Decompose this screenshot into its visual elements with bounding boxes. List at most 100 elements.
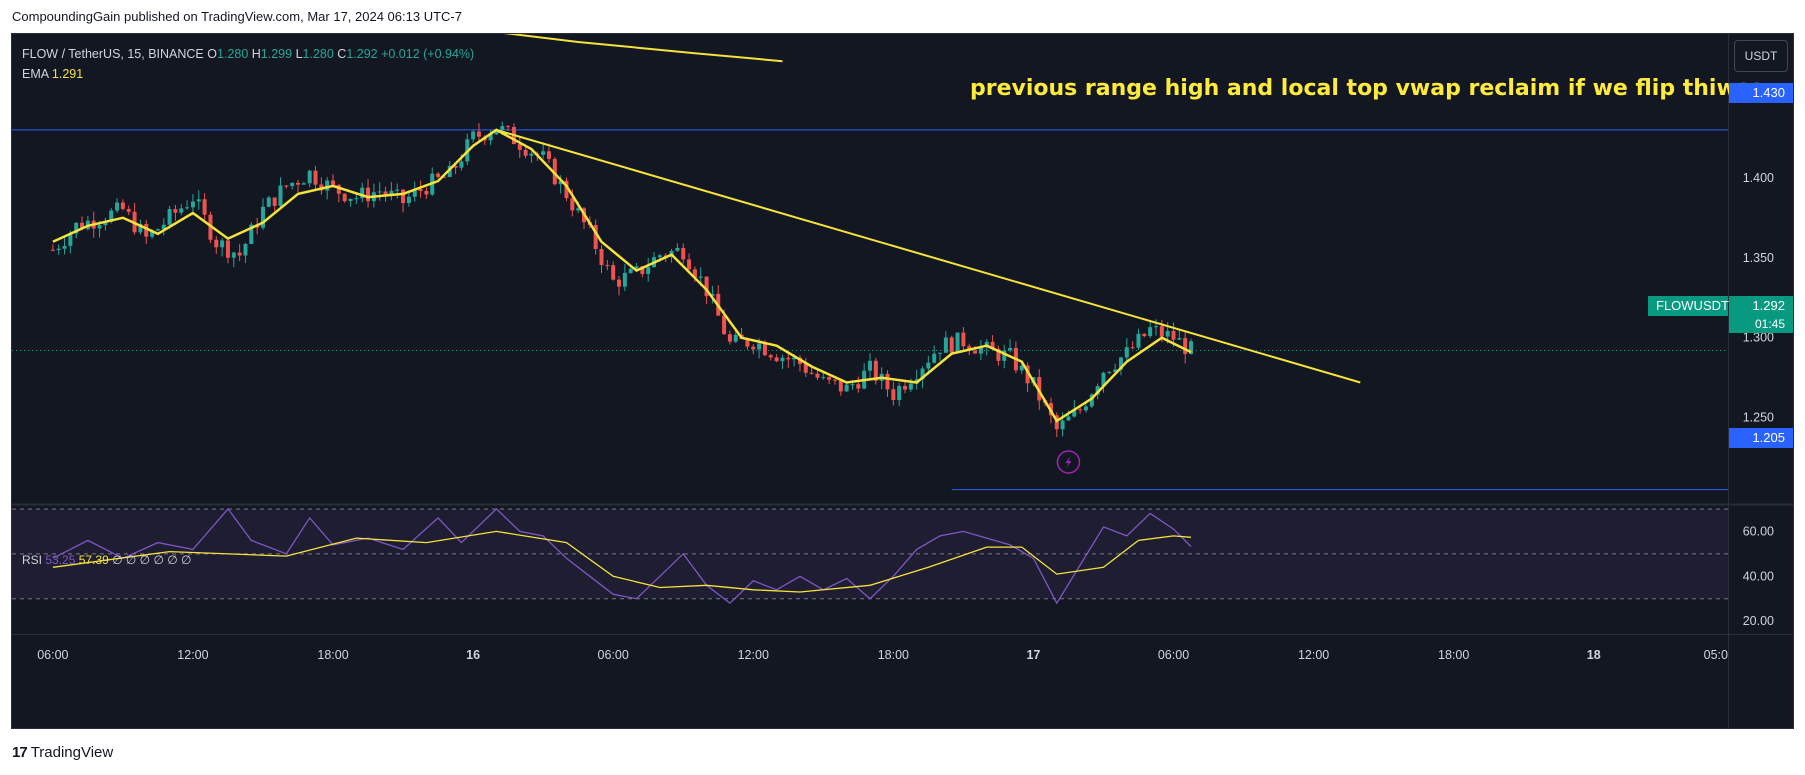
upper-drawing <box>503 34 783 63</box>
candle-body <box>757 343 762 350</box>
candle-body <box>640 266 645 274</box>
candle-body <box>366 187 371 202</box>
rsi-axis-label: 20.00 <box>1743 614 1774 628</box>
candle-body <box>103 221 108 226</box>
time-axis-label: 06:00 <box>37 648 68 662</box>
candle-body <box>296 182 300 185</box>
candle-body <box>704 276 709 297</box>
time-axis-label: 18:00 <box>317 648 348 662</box>
candle-body <box>628 268 633 273</box>
candle-body <box>360 187 365 199</box>
candle-body <box>546 151 551 159</box>
candle-body <box>541 151 546 155</box>
candle-body <box>1183 338 1188 355</box>
candle-body <box>459 161 464 168</box>
ema-label[interactable]: EMA <box>22 67 49 81</box>
candle-body <box>336 184 341 194</box>
candle-body <box>774 357 779 362</box>
candle-body <box>383 191 388 196</box>
candle-body <box>675 247 680 251</box>
candle-body <box>418 189 423 191</box>
candle-body <box>891 389 896 401</box>
candle-body <box>617 279 622 287</box>
candle-body <box>611 265 616 280</box>
candle-body <box>62 245 67 249</box>
candle-body <box>196 199 201 202</box>
currency-button[interactable]: USDT <box>1734 40 1788 72</box>
rsi-line <box>52 507 1192 605</box>
candle-body <box>558 180 563 185</box>
candle-body <box>932 353 937 363</box>
candle-body <box>506 126 511 128</box>
tradingview-logo-icon: 17 <box>12 744 28 761</box>
candle-body <box>80 222 85 229</box>
candle-body <box>844 384 849 392</box>
candle-body <box>780 357 785 362</box>
candle-body <box>97 225 102 229</box>
candle-body <box>1189 341 1194 355</box>
chart-canvas[interactable]: 1.400 1.350 1.300 1.250 60.00 40.00 20.00 06:00… <box>12 34 1793 728</box>
candle-body <box>943 337 948 353</box>
brand-name: TradingView <box>30 744 114 761</box>
candle-body <box>832 379 837 381</box>
ema-line <box>52 128 1192 423</box>
candle-body <box>348 198 353 202</box>
rsi-label[interactable]: RSI <box>22 553 43 567</box>
time-axis-label: 12:00 <box>1298 648 1329 662</box>
candle-body <box>552 158 557 185</box>
candle-body <box>476 131 481 137</box>
candle-body <box>949 337 954 353</box>
time-axis-label: 12:00 <box>738 648 769 662</box>
candle-body <box>120 202 125 209</box>
candle-body <box>173 209 178 213</box>
candle-body <box>873 360 878 381</box>
ticker-tag: FLOWUSDT <box>1648 296 1729 316</box>
candle-body <box>307 170 312 184</box>
time-axis-label: 18:00 <box>878 648 909 662</box>
candle-body <box>447 165 452 177</box>
candle-body <box>260 206 265 228</box>
candle-body <box>698 276 703 278</box>
candle-body <box>722 315 727 335</box>
candle-body <box>1002 350 1007 361</box>
candle-body <box>885 373 890 390</box>
lightning-icon <box>1065 456 1072 468</box>
candle-body <box>1072 409 1077 417</box>
candle-body <box>424 190 429 195</box>
candle-body <box>488 134 493 141</box>
high-label: H <box>251 47 261 61</box>
candle-body <box>202 199 207 215</box>
candle-body <box>751 346 756 350</box>
candle-body <box>1078 409 1083 411</box>
candle-body <box>955 332 960 353</box>
candle-body <box>856 384 861 389</box>
chart-frame[interactable]: 1.400 1.350 1.300 1.250 60.00 40.00 20.00 06:00… <box>11 33 1794 729</box>
candle-body <box>517 144 522 150</box>
candle-body <box>821 377 826 379</box>
alert-icon <box>1056 450 1081 474</box>
footer-brand[interactable]: 17 TradingView <box>12 744 113 761</box>
candle-body <box>973 350 978 354</box>
rsi-value: 53.25 <box>45 553 76 567</box>
candle-body <box>681 247 686 260</box>
candle-body <box>1083 406 1088 411</box>
rsi-axis-label: 60.00 <box>1743 524 1774 538</box>
candle-body <box>1113 369 1118 372</box>
candle-body <box>150 230 155 237</box>
candle-body <box>920 368 925 380</box>
candle-body <box>331 180 336 185</box>
candle-body <box>266 197 271 207</box>
candle-body <box>727 334 732 342</box>
candle-body <box>225 240 230 258</box>
candle-body <box>190 201 195 208</box>
candle-body <box>453 165 458 168</box>
chart-annotation[interactable]: previous range high and local top vwap r… <box>970 76 1763 101</box>
ohlc-line: FLOW / TetherUS, 15, BINANCE O1.280 H1.2… <box>22 44 474 64</box>
time-axis-label: 18 <box>1587 648 1601 662</box>
candle-body <box>733 334 738 342</box>
candle-body <box>377 191 382 193</box>
candle-body <box>179 208 184 213</box>
candle-body <box>155 229 160 231</box>
symbol-title[interactable]: FLOW / TetherUS, 15, BINANCE <box>22 47 204 61</box>
candle-body <box>710 293 715 297</box>
